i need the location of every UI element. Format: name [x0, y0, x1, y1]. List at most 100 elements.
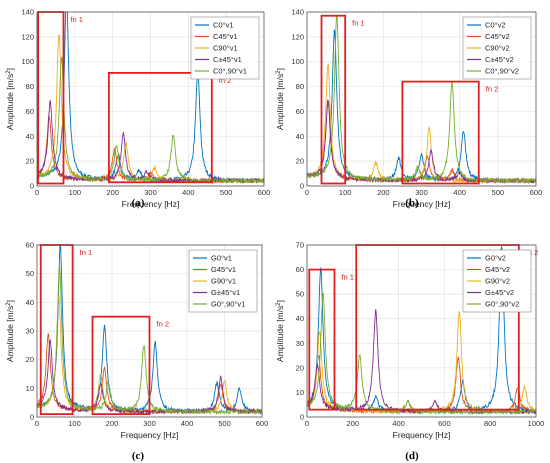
axes-frame — [36, 11, 265, 187]
fn-box-2 — [401, 80, 480, 185]
panel-3: fn 1 fn 2 0 100 200 300 400 500 600 0 10 20 30 40 50 60… — [5, 241, 268, 463]
y-tick-label: 0 — [300, 182, 304, 191]
y-tick-label: 0 — [30, 182, 34, 191]
x-tick-label: 300 — [415, 188, 428, 197]
x-tick-label: 500 — [220, 188, 233, 197]
fn-box-2 — [107, 72, 213, 184]
fn-box-1 — [320, 14, 347, 185]
x-tick-label: 400 — [181, 419, 194, 428]
fn-label-1: fn 1 — [341, 273, 354, 282]
fn-label-1: fn 1 — [80, 248, 93, 257]
fn-label-2: fn 2 — [526, 248, 539, 257]
x-tick-label: 400 — [392, 419, 405, 428]
y-tick-label: 60 — [26, 107, 34, 116]
legend-label-4: C±45°v1 — [213, 55, 242, 64]
x-tick-label: 200 — [347, 419, 360, 428]
series-line-5 — [36, 56, 265, 185]
legend-label-3: C90°v1 — [213, 44, 238, 53]
x-tick-label: 500 — [492, 188, 505, 197]
y-tick-label: 80 — [296, 82, 304, 91]
y-tick-label: 0 — [300, 413, 304, 422]
fn-label-2: fn 2 — [486, 85, 499, 94]
x-tick-label: 600 — [530, 188, 543, 197]
x-tick-label: 200 — [377, 188, 390, 197]
x-tick-label: 1000 — [528, 419, 545, 428]
x-tick-label: 100 — [69, 188, 82, 197]
y-tick-label: 50 — [26, 269, 34, 278]
y-tick-label: 60 — [296, 265, 304, 274]
fn-label-2: fn 2 — [157, 320, 170, 329]
x-tick-label: 600 — [438, 419, 451, 428]
legend: C0°v1 C45°v1 C90°v1 C±45°v1 C0°,90°v1 — [190, 16, 260, 80]
y-tick-label: 40 — [26, 298, 34, 307]
legend-label-3: G90°v1 — [211, 277, 236, 286]
y-tick-label: 50 — [296, 290, 304, 299]
legend-label-5: G0°,90°v1 — [211, 300, 245, 309]
panel-label: (b) — [405, 197, 419, 209]
legend-label-1: G0°v1 — [211, 254, 232, 263]
panel-2: fn 1 fn 2 0 100 200 300 400 500 600 0 20 40 60 80 100 1… — [275, 8, 542, 210]
legend-label-2: C45°v2 — [485, 32, 510, 41]
legend-label-5: G0°,90°v2 — [485, 300, 519, 309]
x-tick-label: 600 — [258, 188, 271, 197]
x-tick-label: 500 — [218, 419, 231, 428]
y-tick-label: 20 — [26, 355, 34, 364]
legend-label-5: C0°,90°v2 — [485, 67, 519, 76]
y-tick-label: 30 — [26, 327, 34, 336]
legend-label-4: G±45°v2 — [485, 288, 514, 297]
legend-label-1: C0°v1 — [213, 21, 234, 30]
x-tick-label: 800 — [484, 419, 497, 428]
legend-label-2: G45°v2 — [485, 265, 510, 274]
legend-label-5: C0°,90°v1 — [213, 67, 247, 76]
series-line-2 — [36, 115, 265, 185]
y-tick-label: 0 — [30, 413, 34, 422]
y-tick-label: 120 — [21, 32, 34, 41]
legend-label-2: C45°v1 — [213, 32, 238, 41]
axes-frame — [36, 244, 263, 418]
legend-label-1: G0°v2 — [485, 254, 506, 263]
legend: C0°v2 C45°v2 C90°v2 C±45°v2 C0°,90°v2 — [462, 16, 532, 80]
y-tick-label: 40 — [296, 132, 304, 141]
panel-4: fn 1 fn 2 0 200 400 600 800 1000 0 10 20 30 40 50 60 70… — [275, 241, 544, 463]
x-tick-label: 100 — [68, 419, 81, 428]
y-tick-label: 60 — [296, 107, 304, 116]
legend-label-4: G±45°v1 — [211, 288, 240, 297]
x-tick-label: 400 — [453, 188, 466, 197]
panel-1: fn 1 fn 2 0 100 200 300 400 500 600 0 20 40 60 80 100 1… — [5, 8, 270, 210]
x-tick-label: 0 — [35, 188, 39, 197]
y-tick-label: 40 — [296, 314, 304, 323]
y-tick-label: 20 — [296, 157, 304, 166]
y-tick-label: 100 — [21, 57, 34, 66]
y-tick-label: 10 — [296, 388, 304, 397]
x-tick-label: 0 — [305, 188, 309, 197]
legend-box — [462, 249, 532, 313]
legend: G0°v1 G45°v1 G90°v1 G±45°v1 G0°,90°v1 — [188, 249, 258, 313]
x-tick-label: 100 — [339, 188, 352, 197]
y-tick-label: 40 — [26, 132, 34, 141]
y-tick-label: 20 — [296, 363, 304, 372]
y-axis-label: Amplitude [m/s2] — [5, 68, 15, 130]
legend-label-2: G45°v1 — [211, 265, 236, 274]
x-tick-label: 200 — [106, 419, 119, 428]
fn-label-2: fn 2 — [219, 76, 232, 85]
y-axis-label: Amplitude [m/s2] — [5, 300, 15, 362]
y-axis-label: Amplitude [m/s2] — [275, 300, 285, 362]
axes-frame — [306, 244, 537, 418]
panel-label: (c) — [132, 450, 145, 462]
legend-label-4: C±45°v2 — [485, 55, 514, 64]
y-tick-label: 30 — [296, 339, 304, 348]
legend-label-3: G90°v2 — [485, 277, 510, 286]
x-tick-label: 600 — [256, 419, 269, 428]
legend: G0°v2 G45°v2 G90°v2 G±45°v2 G0°,90°v2 — [462, 249, 532, 313]
axes-frame — [306, 11, 537, 187]
x-tick-label: 400 — [182, 188, 195, 197]
y-tick-label: 60 — [26, 241, 34, 250]
y-tick-label: 140 — [291, 8, 304, 17]
fn-box-2 — [91, 315, 151, 416]
fn-label-1: fn 1 — [352, 19, 365, 28]
x-axis-label: Frequency [Hz] — [121, 430, 179, 440]
y-tick-label: 70 — [296, 241, 304, 250]
fn-box-1 — [308, 268, 336, 411]
x-tick-label: 0 — [305, 419, 309, 428]
